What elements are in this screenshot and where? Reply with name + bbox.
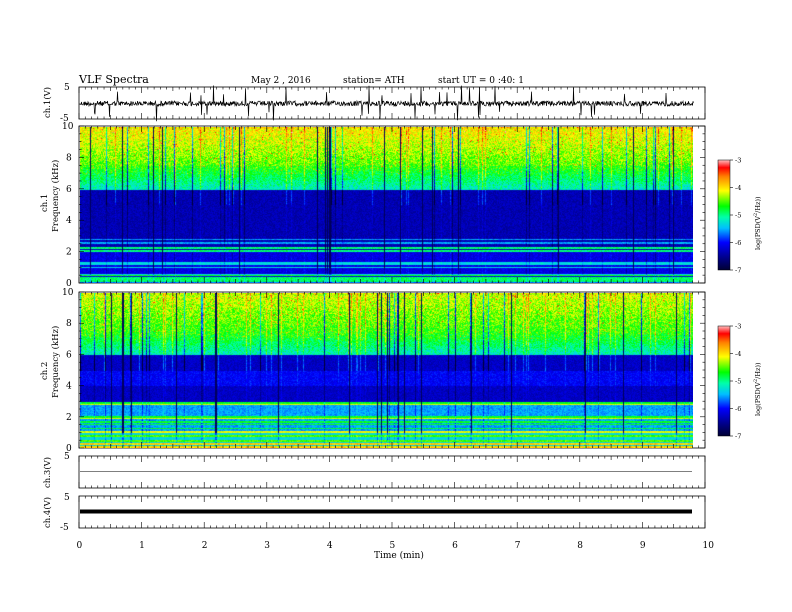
- ch2-spectrogram-ylabel-top: ch.2: [40, 362, 50, 380]
- spectrogram-ytick-label: 2: [66, 248, 72, 258]
- colorbar-tick-label: -3: [735, 323, 741, 331]
- x-axis-label: Time (min): [374, 550, 424, 561]
- x-tick-label: 4: [327, 541, 333, 551]
- x-tick-label: 0: [77, 541, 83, 551]
- ch2-spectrogram-image: [80, 293, 693, 448]
- ch2-spectrogram-ylabel: Frequency (kHz): [50, 326, 61, 398]
- start-time-label: start UT = 0 :40: 1: [438, 76, 524, 86]
- x-tick-label: 1: [139, 541, 145, 551]
- x-tick-label: 9: [640, 541, 646, 551]
- x-tick-label: 8: [577, 541, 583, 551]
- date-label: May 2 , 2016: [251, 76, 311, 86]
- ch1-spectrogram-ylabel-top: ch.1: [40, 194, 50, 212]
- colorbar-tick-label: -5: [735, 378, 741, 386]
- ch4-ytick-top: 5: [64, 493, 70, 503]
- spectrogram-ytick-label: 4: [66, 216, 72, 226]
- x-tick-label: 10: [703, 541, 715, 551]
- x-tick-label: 3: [264, 541, 270, 551]
- ch1-spectrogram-image: [80, 127, 693, 283]
- ch4-ytick-bottom: -5: [60, 523, 69, 533]
- ch1-colorbar-ticks: -3 -4 -5 -6 -7: [730, 157, 741, 275]
- axis-ticks: [78, 87, 706, 528]
- spectrogram-ytick-label: 6: [66, 185, 72, 195]
- colorbar-tick-label: -4: [735, 184, 741, 192]
- ch2-colorbar-ticks: -3 -4 -5 -6 -7: [730, 323, 741, 441]
- colorbar-tick-label: -6: [735, 405, 741, 413]
- spectrogram-ytick-label: 4: [66, 382, 72, 392]
- ch1-ytick-bottom: -5: [60, 114, 69, 124]
- colorbar-tick-label: -6: [735, 239, 741, 247]
- ch4-waveform-ylabel: ch.4(V): [42, 497, 53, 528]
- ch2-colorbar-label: log(PSD(V2/Hz)): [753, 362, 762, 416]
- ch1-waveform-ylabel: ch.1(V): [42, 87, 53, 118]
- ch2-spectrogram-ytick-labels: 0 2 4 6 8 10: [62, 288, 705, 454]
- colorbar-tick-label: -7: [735, 267, 741, 275]
- ch1-colorbar-label: log(PSD(V2/Hz)): [753, 196, 762, 250]
- spectrogram-ytick-label: 10: [62, 288, 74, 298]
- spectrogram-ytick-label: 0: [66, 444, 72, 454]
- ch2-colorbar: [717, 325, 731, 437]
- ch3-ytick-top: 5: [64, 452, 70, 462]
- figure-title: VLF Spectra: [78, 73, 149, 86]
- ch3-waveform-ylabel: ch.3(V): [42, 457, 53, 488]
- spectrogram-ytick-label: 6: [66, 350, 72, 360]
- x-tick-label: 6: [452, 541, 458, 551]
- spectrogram-ytick-label: 8: [66, 319, 72, 329]
- ch1-spectrogram-ytick-labels: 0 2 4 6 8 10: [62, 122, 705, 289]
- spectrogram-ytick-label: 10: [62, 122, 74, 132]
- colorbar-tick-label: -5: [735, 212, 741, 220]
- spectrogram-ytick-label: 0: [66, 279, 72, 289]
- x-tick-label: 2: [202, 541, 208, 551]
- x-tick-labels: 0 1 2 3 4 5 6 7 8 9 10: [77, 541, 715, 551]
- colorbar-tick-label: -4: [735, 350, 741, 358]
- spectrogram-ytick-label: 8: [66, 153, 72, 163]
- ch1-waveform-trace: [79, 85, 694, 122]
- x-tick-label: 7: [515, 541, 521, 551]
- colorbar-tick-label: -3: [735, 157, 741, 165]
- ch1-ytick-top: 5: [64, 83, 70, 93]
- x-tick-label: 5: [390, 541, 396, 551]
- station-label: station= ATH: [343, 76, 405, 86]
- ch1-colorbar: [717, 159, 731, 271]
- spectrogram-ytick-label: 2: [66, 413, 72, 423]
- ch1-spectrogram-ylabel: Frequency (kHz): [50, 160, 61, 232]
- colorbar-tick-label: -7: [735, 433, 741, 441]
